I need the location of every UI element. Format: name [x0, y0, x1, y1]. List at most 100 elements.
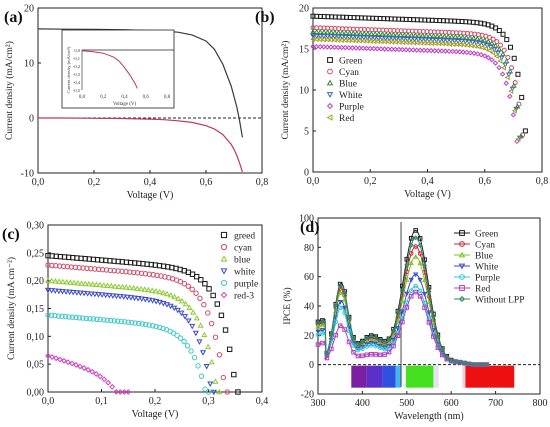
legend-marker-4 — [220, 279, 228, 287]
data-point-3 — [404, 37, 411, 43]
data-point-4 — [320, 331, 325, 336]
data-point-4 — [410, 47, 416, 53]
legend-marker-1 — [327, 68, 333, 75]
data-point-4 — [342, 44, 348, 51]
data-point-2 — [56, 278, 63, 284]
spectrum-band-4 — [401, 365, 406, 388]
legend-marker-0 — [459, 230, 465, 236]
data-point-6 — [373, 334, 379, 340]
data-point-2 — [82, 280, 89, 287]
data-point-5 — [109, 383, 116, 390]
data-point-2 — [470, 35, 477, 41]
data-point-6 — [439, 346, 445, 352]
panel-b: 0,0 0,2 0,4 0,6 0,8 0 5 10 15 20 Voltage (V) Curren… — [255, 4, 548, 201]
legend-marker-1 — [459, 241, 465, 247]
y-tick-label: 10 — [24, 59, 34, 70]
data-point-6 — [448, 357, 454, 363]
data-point-3 — [408, 37, 414, 43]
data-point-2 — [67, 279, 74, 285]
data-point-3 — [509, 86, 516, 92]
data-point-2 — [399, 298, 406, 304]
data-point-2 — [182, 300, 189, 307]
x-tick-label: 0,4 — [256, 396, 269, 407]
data-point-0 — [231, 371, 237, 378]
inset-y-tick-label: -0,3 — [73, 72, 81, 78]
data-point-6 — [337, 283, 343, 289]
data-point-5 — [461, 41, 467, 48]
data-point-4 — [338, 44, 345, 51]
legend-marker-0 — [327, 57, 333, 63]
data-point-2 — [167, 292, 174, 298]
data-point-6 — [430, 314, 436, 320]
data-point-6 — [364, 335, 370, 341]
data-point-5 — [435, 345, 441, 351]
data-point-2 — [421, 277, 428, 283]
legend-label-1: cyan — [234, 244, 252, 254]
data-point-4 — [153, 323, 159, 330]
data-point-4 — [337, 305, 343, 311]
panel-label: (b) — [255, 9, 275, 26]
data-point-2 — [339, 29, 346, 35]
data-point-1 — [201, 302, 207, 308]
data-point-5 — [508, 88, 514, 94]
data-point-2 — [412, 32, 419, 38]
x-axis-label: Voltage (V) — [132, 409, 179, 420]
data-point-2 — [85, 280, 92, 287]
data-point-0 — [500, 31, 506, 37]
legend-marker-4 — [459, 274, 465, 280]
data-point-3 — [160, 300, 167, 307]
data-point-2 — [126, 284, 133, 291]
data-point-3 — [335, 34, 342, 40]
spectrum-band-5 — [405, 365, 434, 388]
data-point-4 — [496, 64, 502, 71]
data-point-3 — [196, 339, 203, 345]
data-point-1 — [220, 374, 227, 381]
data-point-1 — [189, 286, 195, 292]
data-point-5 — [408, 293, 414, 299]
data-point-2 — [130, 284, 137, 291]
data-point-3 — [127, 295, 134, 301]
data-point-5 — [413, 289, 418, 295]
x-tick-label: 700 — [488, 398, 503, 409]
data-point-3 — [426, 37, 432, 43]
data-point-5 — [482, 45, 489, 52]
data-point-2 — [190, 309, 197, 315]
spectrum-band-0 — [351, 365, 367, 388]
data-point-4 — [485, 54, 492, 61]
x-tick-label: 0,8 — [256, 177, 269, 188]
data-point-2 — [408, 260, 414, 266]
data-point-5 — [515, 136, 521, 142]
x-tick-label: 0,0 — [42, 396, 55, 407]
data-point-2 — [452, 33, 459, 39]
data-point-3 — [477, 41, 483, 47]
data-point-3 — [66, 289, 73, 296]
data-point-4 — [108, 317, 114, 324]
data-point-3 — [415, 37, 422, 43]
data-point-2 — [111, 283, 119, 289]
data-point-6 — [466, 361, 472, 367]
data-point-4 — [136, 320, 142, 327]
data-point-2 — [63, 278, 70, 285]
data-point-4 — [439, 48, 445, 54]
legend-label-2: blue — [234, 256, 250, 266]
data-point-3 — [113, 293, 120, 300]
data-point-2 — [381, 342, 388, 348]
y-tick-label: 0,20 — [27, 276, 45, 287]
data-point-2 — [204, 343, 212, 350]
data-point-2 — [123, 284, 130, 290]
data-point-4 — [353, 45, 359, 51]
data-point-4 — [424, 47, 431, 54]
y-tick-label: 0 — [304, 168, 309, 179]
data-point-3 — [473, 40, 480, 46]
data-point-5 — [97, 373, 104, 380]
data-point-4 — [442, 48, 449, 54]
data-point-6 — [355, 341, 361, 347]
data-point-3 — [393, 36, 400, 42]
y-tick-label: 15 — [299, 45, 309, 56]
data-point-3 — [408, 277, 414, 283]
spectrum-band-3 — [395, 365, 402, 388]
data-point-0 — [507, 44, 513, 50]
data-point-3 — [462, 39, 469, 45]
data-point-4 — [453, 48, 459, 55]
y-tick-label: -20 — [301, 390, 314, 401]
